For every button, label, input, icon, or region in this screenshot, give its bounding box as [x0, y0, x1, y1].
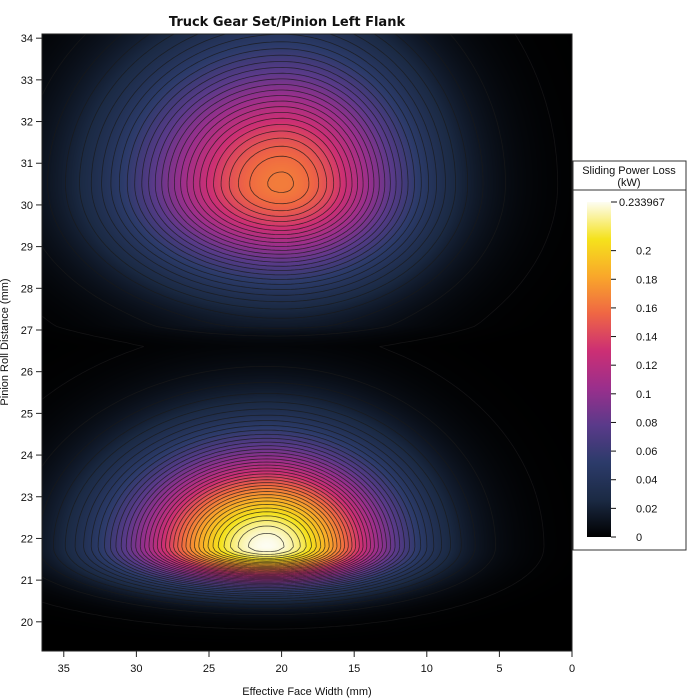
contour-line	[130, 78, 392, 584]
contour-line	[169, 130, 357, 574]
y-tick-label: 21	[21, 575, 33, 587]
contour-line	[110, 54, 410, 590]
contour-line	[161, 117, 364, 576]
y-tick-label: 25	[21, 408, 33, 420]
contour-line	[237, 525, 294, 555]
contour-line	[165, 124, 360, 575]
y-axis: 20 21 22 23 24 25 26 27 28 29 30 31 32 33 34	[21, 33, 43, 651]
x-axis-label: Effective Face Width (mm)	[242, 686, 371, 698]
contour-line	[198, 497, 330, 566]
x-tick-label: 10	[421, 663, 433, 675]
contour-line	[90, 34, 429, 595]
contour-line	[104, 48, 416, 591]
contour-line	[53, 34, 468, 605]
x-tick-label: 25	[203, 663, 215, 675]
y-tick-label: 34	[21, 33, 33, 45]
contour-line	[42, 34, 506, 615]
colorbar-tick-label: 0.02	[636, 503, 657, 515]
y-tick-label: 28	[21, 283, 33, 295]
y-tick-label: 29	[21, 242, 33, 254]
colorbar-tick-label: 0.1	[636, 389, 651, 401]
contour-line	[156, 112, 368, 577]
colorbar-tick-label: 0.06	[636, 446, 657, 458]
colorbar-tick-label: 0	[636, 532, 642, 544]
contour-line	[42, 34, 559, 630]
contour-line	[144, 95, 379, 581]
colorbar-tick-label: 0.12	[636, 360, 657, 372]
contour-line	[42, 34, 484, 610]
colorbar-gradient	[587, 202, 611, 537]
contour-line	[97, 41, 422, 593]
contour-line	[181, 155, 345, 571]
x-tick-label: 35	[58, 663, 70, 675]
contour-line	[212, 507, 317, 562]
contour-line	[120, 67, 401, 587]
y-tick-label: 31	[21, 158, 33, 170]
colorbar-max-label: 0.233967	[619, 197, 665, 209]
colorbar-tick-label: 0.16	[636, 303, 657, 315]
contour-line	[189, 491, 338, 568]
y-tick-label: 27	[21, 325, 33, 337]
contour-line	[148, 100, 375, 579]
plot-area	[41, 33, 573, 652]
colorbar-tick-label: 0.2	[636, 246, 651, 258]
x-tick-label: 20	[275, 663, 287, 675]
contour-line	[173, 137, 353, 573]
y-axis-label: Pinion Roll Distance (mm)	[0, 278, 11, 405]
x-tick-label: 5	[496, 663, 502, 675]
heatmap-raster	[42, 34, 572, 651]
contour-line	[64, 34, 456, 602]
chart-title: Truck Gear Set/Pinion Left Flank	[169, 15, 406, 30]
contour-lines	[42, 34, 559, 630]
contour-line	[194, 494, 334, 567]
x-tick-label: 30	[130, 663, 142, 675]
y-tick-label: 26	[21, 367, 33, 379]
x-tick-label: 0	[569, 663, 575, 675]
contour-line	[223, 515, 307, 559]
colorbar-tick-label: 0.08	[636, 417, 657, 429]
colorbar-title-line1: Sliding Power Loss	[582, 165, 676, 177]
colorbar-title-line2: (kW)	[617, 177, 640, 189]
contour-line	[185, 171, 342, 569]
contour-line	[217, 511, 312, 561]
contour-line	[74, 34, 446, 599]
colorbar: Sliding Power Loss (kW) 0 0.02 0.04 0.06 0.0…	[572, 160, 687, 551]
x-tick-label: 15	[348, 663, 360, 675]
y-tick-label: 33	[21, 75, 33, 87]
contour-line	[230, 520, 301, 557]
y-tick-label: 24	[21, 450, 33, 462]
colorbar-ticks: 0 0.02 0.04 0.06 0.08 0.1 0.12 0.14 0.16 0.18 0.2	[611, 246, 657, 544]
contour-line	[202, 500, 326, 565]
contour-line	[177, 145, 349, 572]
colorbar-tick-label: 0.04	[636, 475, 657, 487]
y-tick-label: 30	[21, 200, 33, 212]
x-axis: 35 30 25 20 15 10 5 0	[42, 650, 575, 675]
contour-line	[125, 72, 396, 586]
y-tick-label: 20	[21, 617, 33, 629]
y-tick-label: 32	[21, 117, 33, 129]
contour-line	[207, 504, 322, 564]
contour-line	[152, 106, 371, 578]
contour-line	[135, 84, 387, 583]
y-tick-label: 23	[21, 492, 33, 504]
colorbar-tick-label: 0.18	[636, 274, 657, 286]
contour-line	[83, 34, 437, 597]
contour-line	[139, 89, 383, 582]
contour-line	[247, 533, 285, 552]
contour-line	[115, 61, 405, 588]
colorbar-tick-label: 0.14	[636, 332, 657, 344]
y-tick-label: 22	[21, 533, 33, 545]
